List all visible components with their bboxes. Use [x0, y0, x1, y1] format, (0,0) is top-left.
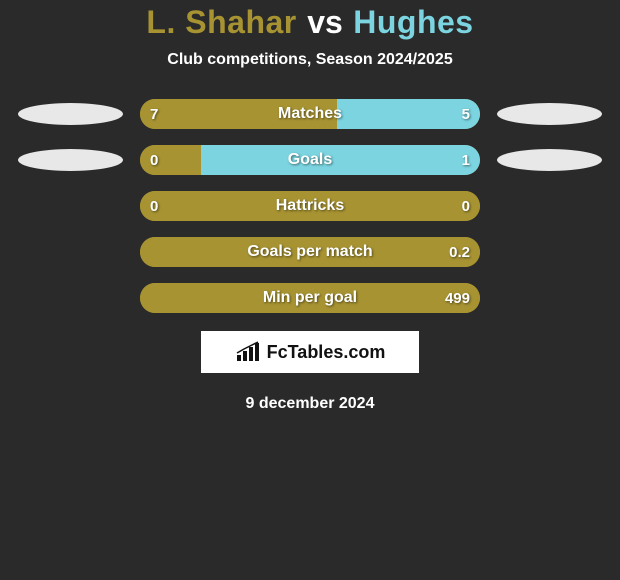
- bar-right-fill: [337, 99, 480, 129]
- bar-track: 00Hattricks: [140, 191, 480, 221]
- bar-left-fill: [140, 191, 480, 221]
- title-vs: vs: [307, 4, 343, 40]
- title-row: L. Shahar vs Hughes: [0, 4, 620, 41]
- stat-row: 499Min per goal: [10, 283, 610, 313]
- bar-track: 75Matches: [140, 99, 480, 129]
- stat-row: 75Matches: [10, 99, 610, 129]
- team-badge-left: [18, 149, 123, 171]
- bar-right-fill: [201, 145, 480, 175]
- team-badge-right: [497, 103, 602, 125]
- team-badge-right: [497, 149, 602, 171]
- stat-value-left: 7: [150, 99, 158, 129]
- bar-track: 0.2Goals per match: [140, 237, 480, 267]
- date-text: 9 december 2024: [0, 395, 620, 413]
- brand-text: FcTables.com: [267, 342, 386, 363]
- stat-value-right: 1: [462, 145, 470, 175]
- bar-track: 499Min per goal: [140, 283, 480, 313]
- bar-track: 01Goals: [140, 145, 480, 175]
- stat-row: 00Hattricks: [10, 191, 610, 221]
- stat-row: 0.2Goals per match: [10, 237, 610, 267]
- stat-value-right: 499: [445, 283, 470, 313]
- stat-value-right: 0.2: [449, 237, 470, 267]
- stat-value-right: 0: [462, 191, 470, 221]
- bar-left-fill: [140, 237, 480, 267]
- bar-left-fill: [140, 99, 337, 129]
- stats-area: 75Matches01Goals00Hattricks0.2Goals per …: [0, 99, 620, 313]
- stat-value-left: 0: [150, 145, 158, 175]
- brand-logo: FcTables.com: [201, 331, 419, 373]
- bar-left-fill: [140, 283, 480, 313]
- subtitle: Club competitions, Season 2024/2025: [0, 51, 620, 69]
- bar-chart-icon: [235, 341, 261, 363]
- comparison-widget: L. Shahar vs Hughes Club competitions, S…: [0, 0, 620, 413]
- team-badge-left: [18, 103, 123, 125]
- player1-name: L. Shahar: [146, 4, 296, 40]
- stat-value-right: 5: [462, 99, 470, 129]
- player2-name: Hughes: [353, 4, 473, 40]
- stat-row: 01Goals: [10, 145, 610, 175]
- stat-value-left: 0: [150, 191, 158, 221]
